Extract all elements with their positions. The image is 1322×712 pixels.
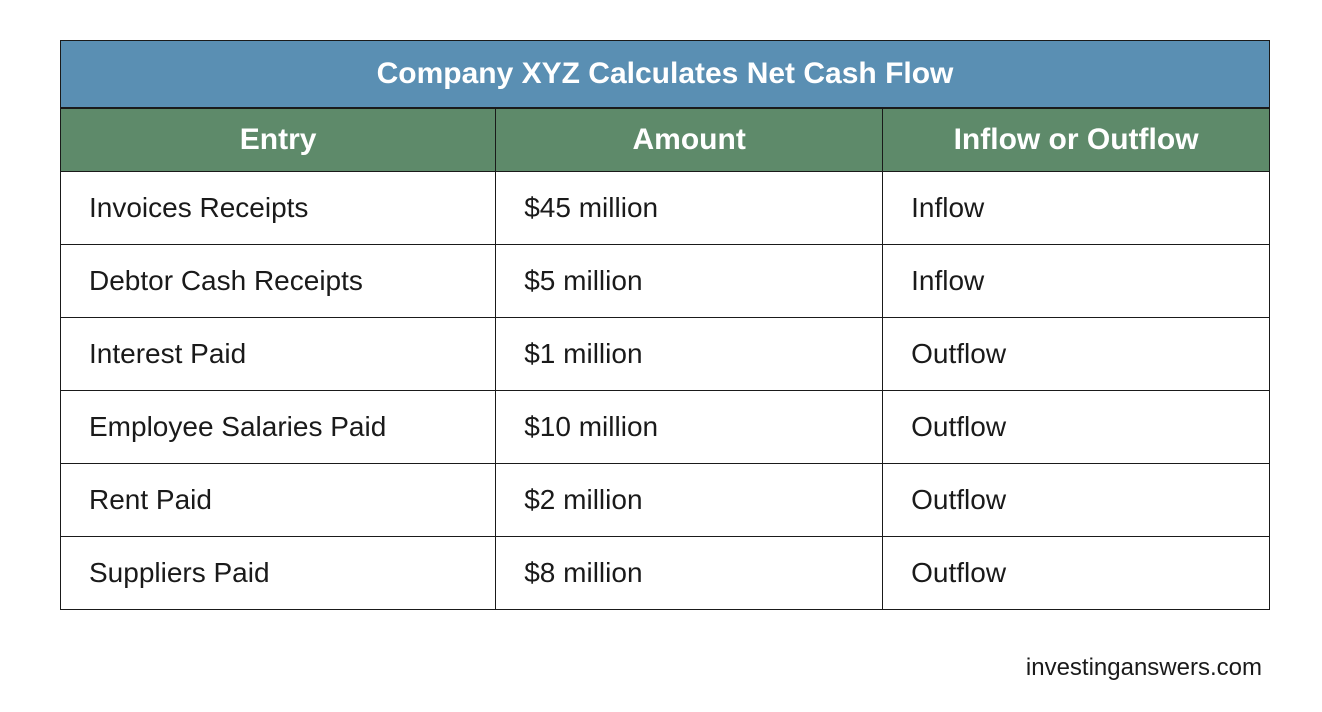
cell-flow: Outflow [883,464,1270,537]
cell-flow: Outflow [883,318,1270,391]
cell-entry: Debtor Cash Receipts [61,245,496,318]
cell-amount: $5 million [496,245,883,318]
table-title: Company XYZ Calculates Net Cash Flow [60,40,1270,108]
header-row: Entry Amount Inflow or Outflow [61,109,1270,172]
cell-amount: $1 million [496,318,883,391]
cell-amount: $8 million [496,537,883,610]
col-header-amount: Amount [496,109,883,172]
table-row: Suppliers Paid $8 million Outflow [61,537,1270,610]
col-header-flow: Inflow or Outflow [883,109,1270,172]
cell-entry: Invoices Receipts [61,172,496,245]
col-header-entry: Entry [61,109,496,172]
table-row: Debtor Cash Receipts $5 million Inflow [61,245,1270,318]
cell-entry: Employee Salaries Paid [61,391,496,464]
table-row: Invoices Receipts $45 million Inflow [61,172,1270,245]
cell-flow: Outflow [883,391,1270,464]
table-row: Employee Salaries Paid $10 million Outfl… [61,391,1270,464]
table-container: Company XYZ Calculates Net Cash Flow Ent… [60,40,1270,610]
cell-amount: $10 million [496,391,883,464]
cashflow-table: Entry Amount Inflow or Outflow Invoices … [60,108,1270,610]
cell-flow: Inflow [883,172,1270,245]
cell-entry: Interest Paid [61,318,496,391]
cell-flow: Outflow [883,537,1270,610]
table-row: Rent Paid $2 million Outflow [61,464,1270,537]
table-row: Interest Paid $1 million Outflow [61,318,1270,391]
cell-entry: Suppliers Paid [61,537,496,610]
cell-amount: $2 million [496,464,883,537]
attribution-text: investinganswers.com [1026,654,1262,682]
cell-flow: Inflow [883,245,1270,318]
cell-amount: $45 million [496,172,883,245]
cell-entry: Rent Paid [61,464,496,537]
